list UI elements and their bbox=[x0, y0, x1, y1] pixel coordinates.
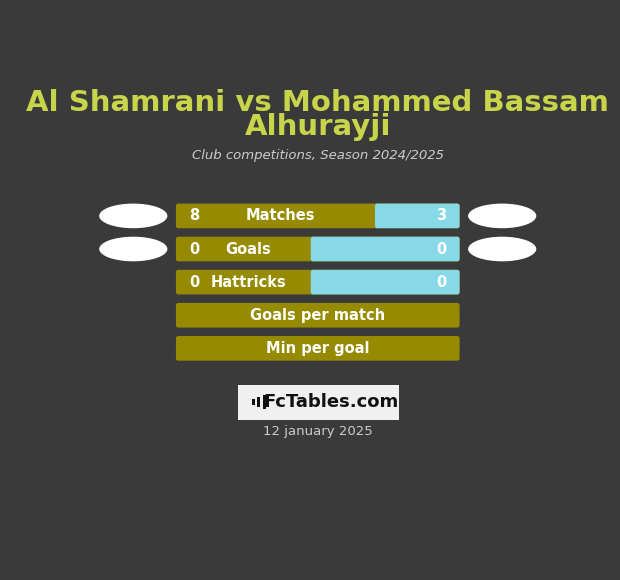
Text: Al Shamrani vs Mohammed Bassam: Al Shamrani vs Mohammed Bassam bbox=[26, 89, 609, 118]
Bar bbox=[263, 396, 266, 409]
Text: 0: 0 bbox=[189, 274, 200, 289]
Ellipse shape bbox=[468, 204, 536, 228]
Text: Goals per match: Goals per match bbox=[250, 308, 385, 322]
Text: 3: 3 bbox=[436, 208, 446, 223]
Bar bbox=[382, 206, 458, 226]
FancyBboxPatch shape bbox=[176, 237, 459, 262]
Text: 0: 0 bbox=[436, 241, 446, 256]
Text: 0: 0 bbox=[436, 274, 446, 289]
Text: Club competitions, Season 2024/2025: Club competitions, Season 2024/2025 bbox=[192, 149, 444, 162]
Bar bbox=[238, 385, 399, 420]
Text: Hattricks: Hattricks bbox=[210, 274, 286, 289]
FancyBboxPatch shape bbox=[176, 336, 459, 361]
Text: 0: 0 bbox=[189, 241, 200, 256]
FancyBboxPatch shape bbox=[375, 204, 459, 228]
FancyBboxPatch shape bbox=[311, 237, 459, 262]
FancyBboxPatch shape bbox=[176, 303, 459, 328]
Bar bbox=[317, 239, 458, 259]
Ellipse shape bbox=[468, 237, 536, 262]
FancyBboxPatch shape bbox=[311, 270, 459, 295]
Text: Min per goal: Min per goal bbox=[266, 341, 370, 356]
Ellipse shape bbox=[99, 237, 167, 262]
FancyBboxPatch shape bbox=[176, 204, 459, 228]
Text: Goals: Goals bbox=[225, 241, 271, 256]
Text: Alhurayji: Alhurayji bbox=[244, 113, 391, 142]
Text: 8: 8 bbox=[189, 208, 200, 223]
Text: 12 january 2025: 12 january 2025 bbox=[263, 425, 373, 438]
Bar bbox=[252, 399, 255, 405]
Ellipse shape bbox=[99, 204, 167, 228]
Bar bbox=[317, 272, 458, 292]
Bar bbox=[257, 397, 260, 407]
Text: Matches: Matches bbox=[246, 208, 315, 223]
FancyBboxPatch shape bbox=[176, 270, 459, 295]
Text: FcTables.com: FcTables.com bbox=[264, 393, 399, 411]
